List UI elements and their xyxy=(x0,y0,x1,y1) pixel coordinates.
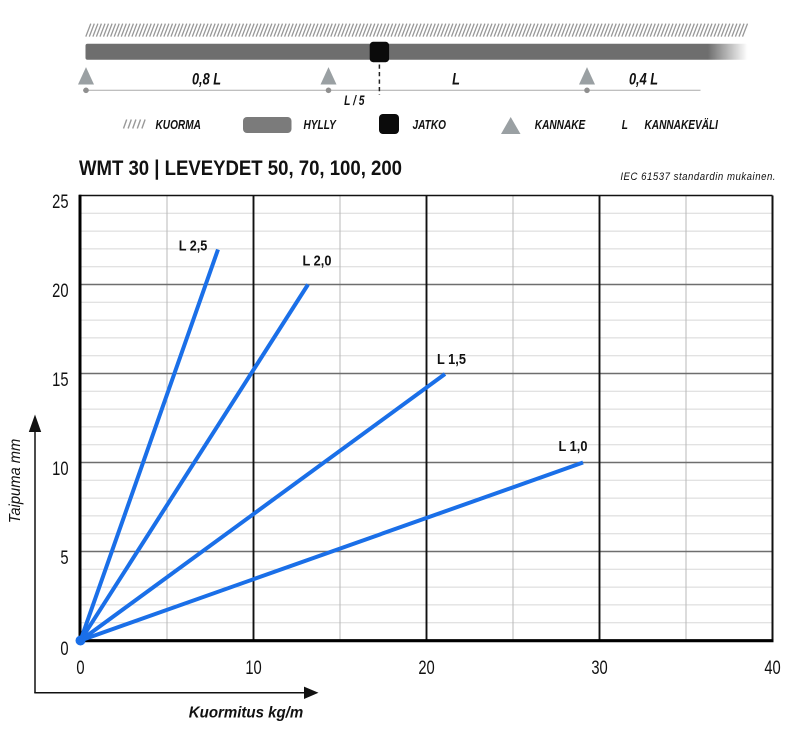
svg-text:Kuormitus kg/m: Kuormitus kg/m xyxy=(189,704,304,722)
svg-text:0,8 L: 0,8 L xyxy=(192,70,221,89)
svg-text:L: L xyxy=(452,70,460,89)
svg-text:25: 25 xyxy=(52,190,68,213)
svg-text:20: 20 xyxy=(418,656,434,679)
svg-text:L / 5: L / 5 xyxy=(344,92,365,108)
svg-text:40: 40 xyxy=(764,656,780,679)
svg-text:WMT 30 | LEVEYDET 50, 70, 100,: WMT 30 | LEVEYDET 50, 70, 100, 200 xyxy=(79,157,402,181)
svg-text:L 2,0: L 2,0 xyxy=(303,253,332,269)
svg-text:L 1,0: L 1,0 xyxy=(559,438,588,454)
svg-text:IEC 61537 standardin mukainen.: IEC 61537 standardin mukainen. xyxy=(620,171,776,183)
svg-text:KUORMA: KUORMA xyxy=(156,119,201,132)
svg-text:KANNAKEVÄLI: KANNAKEVÄLI xyxy=(645,118,719,132)
svg-text:L 1,5: L 1,5 xyxy=(437,351,466,367)
svg-text:0: 0 xyxy=(60,637,68,660)
svg-text:Taipuma mm: Taipuma mm xyxy=(7,439,24,524)
svg-text:L 2,5: L 2,5 xyxy=(179,238,208,254)
svg-text:HYLLY: HYLLY xyxy=(304,119,337,132)
svg-text:JATKO: JATKO xyxy=(413,119,447,132)
svg-text:0: 0 xyxy=(76,656,84,679)
svg-text:10: 10 xyxy=(245,656,261,679)
svg-text:L: L xyxy=(622,119,628,132)
svg-text:KANNAKE: KANNAKE xyxy=(535,119,586,132)
svg-text:5: 5 xyxy=(60,546,68,569)
svg-text:15: 15 xyxy=(52,368,68,391)
svg-text:10: 10 xyxy=(52,457,68,480)
svg-text:30: 30 xyxy=(591,656,607,679)
svg-text:0,4 L: 0,4 L xyxy=(629,70,658,89)
svg-text:20: 20 xyxy=(52,279,68,302)
